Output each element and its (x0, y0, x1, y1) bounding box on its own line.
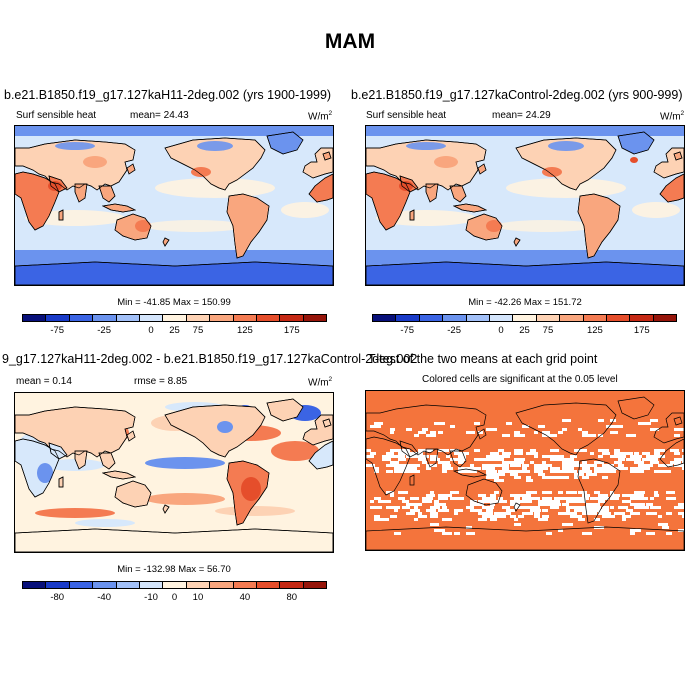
map-svg-diff (15, 393, 333, 552)
colorbar-tick-label: 25 (169, 325, 180, 336)
panel1-variable: Surf sensible heat (16, 110, 97, 121)
panel3-colorbar (22, 581, 327, 589)
panel1-map (14, 125, 334, 286)
colorbar-tick-label: 175 (283, 325, 300, 336)
colorbar-cell (186, 582, 211, 588)
colorbar-tick-label: -80 (50, 592, 65, 603)
colorbar-cell (93, 315, 117, 321)
colorbar-tick-label: 0 (498, 325, 504, 336)
colorbar-cell (233, 582, 257, 588)
colorbar-tick-label: 0 (171, 592, 178, 603)
figure-title: MAM (324, 30, 376, 53)
panel3-rmse: rmse = 8.85 (134, 376, 188, 387)
colorbar-cell (280, 582, 304, 588)
colorbar-tick-label: 40 (239, 592, 251, 603)
panel3-colorbar-ticks: -80 -40 -10 0 10 40 80 (22, 592, 327, 604)
panel4-subtitle: Colored cells are significant at the 0.0… (422, 374, 618, 385)
panel1-colorbar-ticks: -75 -25 0 25 75 125 175 (22, 325, 327, 337)
colorbar-tick-label: 10 (192, 592, 204, 603)
colorbar-cell (23, 582, 47, 588)
panel3-title: 9_g17.127kaH11-2deg.002 - b.e21.B1850.f1… (2, 352, 418, 366)
colorbar-tick-label: 125 (586, 325, 603, 336)
panel1-colorbar (22, 314, 327, 322)
panel3-units: W/m2 (308, 376, 333, 389)
colorbar-tick-label: -10 (144, 592, 158, 603)
colorbar-cell (536, 315, 561, 321)
colorbar-cell (139, 582, 164, 588)
panel3-mean: mean = 0.14 (16, 376, 72, 387)
colorbar-cell (163, 315, 187, 321)
panel2-title: b.e21.B1850.f19_g17.127kaControl-2deg.00… (351, 88, 683, 102)
colorbar-cell (256, 315, 281, 321)
colorbar-cell (139, 315, 164, 321)
colorbar-cell (46, 315, 70, 321)
map-svg-abs1 (15, 126, 333, 285)
colorbar-cell (210, 315, 234, 321)
colorbar-tick-label: -75 (50, 325, 65, 336)
colorbar-cell (489, 315, 514, 321)
colorbar-tick-label: 0 (148, 325, 154, 336)
colorbar-cell (373, 315, 397, 321)
panel1-units: W/m2 (308, 110, 333, 123)
colorbar-cell (69, 315, 94, 321)
map-svg-abs2 (366, 126, 684, 285)
colorbar-cell (23, 315, 47, 321)
colorbar-cell (513, 315, 537, 321)
panel1-minmax: Min = -41.85 Max = 150.99 (117, 297, 231, 308)
colorbar-cell (93, 582, 117, 588)
colorbar-tick-label: -25 (97, 325, 111, 336)
colorbar-tick-label: -40 (97, 592, 111, 603)
map-svg-ttest (366, 391, 684, 550)
colorbar-cell (233, 315, 257, 321)
colorbar-cell (210, 582, 234, 588)
colorbar-cell (630, 315, 654, 321)
colorbar-cell (560, 315, 584, 321)
panel4-title: T-test of the two means at each grid poi… (368, 352, 598, 366)
colorbar-tick-label: -25 (447, 325, 461, 336)
panel2-minmax: Min = -42.26 Max = 151.72 (468, 297, 582, 308)
panel2-mean: mean= 24.29 (492, 110, 551, 121)
panel3-map (14, 392, 334, 553)
panel3-minmax: Min = -132.98 Max = 56.70 (117, 564, 231, 575)
colorbar-cell (46, 582, 70, 588)
colorbar-cell (443, 315, 467, 321)
colorbar-tick-label: 125 (236, 325, 253, 336)
panel2-colorbar-ticks: -75 -25 0 25 75 125 175 (372, 325, 677, 337)
colorbar-cell (303, 582, 327, 588)
panel4-map (365, 390, 685, 551)
panel1-mean: mean= 24.43 (130, 110, 189, 121)
colorbar-cell (396, 315, 420, 321)
colorbar-cell (69, 582, 94, 588)
panel2-variable: Surf sensible heat (366, 110, 447, 121)
colorbar-cell (606, 315, 631, 321)
panel2-units: W/m2 (660, 110, 685, 123)
colorbar-cell (280, 315, 304, 321)
colorbar-cell (163, 582, 187, 588)
colorbar-tick-label: -75 (400, 325, 415, 336)
panel2-map (365, 125, 685, 286)
colorbar-cell (419, 315, 444, 321)
colorbar-cell (116, 582, 140, 588)
colorbar-cell (186, 315, 211, 321)
panel1-title: b.e21.B1850.f19_g17.127kaH11-2deg.002 (y… (4, 88, 332, 102)
colorbar-cell (466, 315, 490, 321)
colorbar-tick-label: 75 (542, 325, 554, 336)
colorbar-cell (256, 582, 281, 588)
colorbar-cell (583, 315, 607, 321)
colorbar-tick-label: 80 (286, 592, 298, 603)
colorbar-tick-label: 175 (633, 325, 650, 336)
colorbar-tick-label: 75 (192, 325, 204, 336)
colorbar-cell (116, 315, 140, 321)
panel2-colorbar (372, 314, 677, 322)
colorbar-cell (653, 315, 677, 321)
colorbar-cell (303, 315, 327, 321)
colorbar-tick-label: 25 (519, 325, 530, 336)
